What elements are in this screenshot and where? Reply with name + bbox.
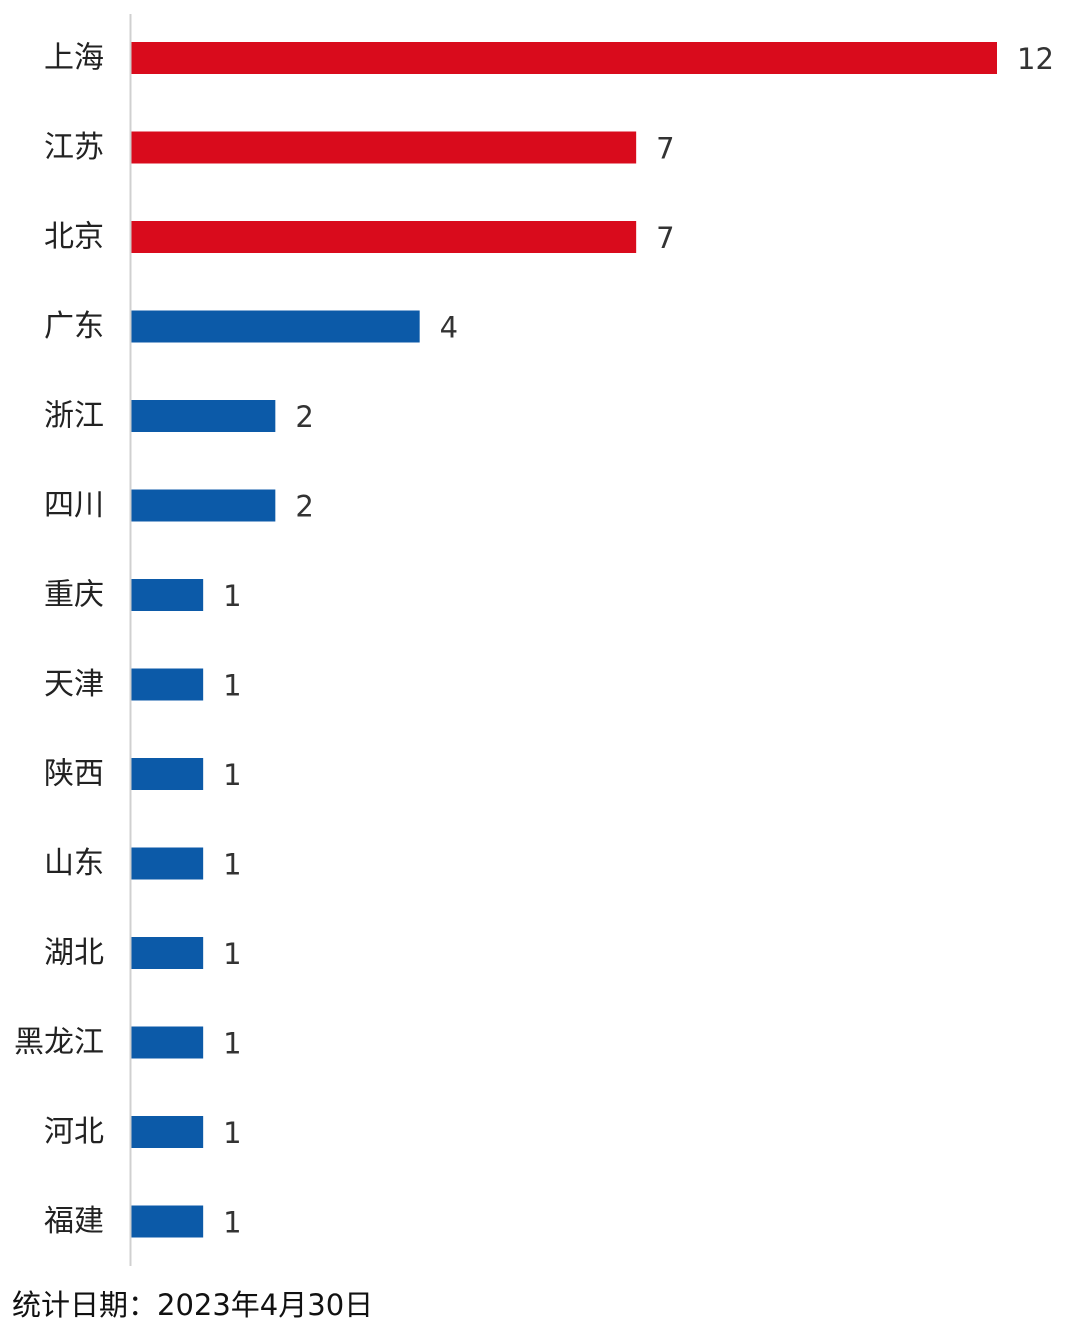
- category-label: 重庆: [44, 578, 104, 613]
- category-label: 上海: [44, 41, 104, 76]
- bar-6: [131, 489, 276, 522]
- category-label: 福建: [44, 1204, 104, 1239]
- bar-5: [131, 400, 276, 432]
- value-label: 2: [295, 490, 313, 524]
- category-label: 山东: [44, 846, 104, 881]
- category-label: 浙江: [44, 399, 104, 434]
- bar-7: [131, 579, 204, 611]
- value-label: 1: [223, 1027, 241, 1061]
- value-label: 7: [656, 221, 674, 255]
- value-label: 1: [223, 758, 241, 792]
- bar-14: [131, 1205, 204, 1238]
- value-label: 1: [223, 848, 241, 882]
- bar-2: [131, 131, 637, 164]
- category-label: 天津: [44, 667, 104, 702]
- value-label: 1: [223, 669, 241, 703]
- labels-layer: 上海 12 江苏 7 北京 7 广东 4 浙江 2 四川 2 重庆 1 天津 1 陕西 1 山东 1 湖北 1 黑龙江 1 河北…: [14, 41, 1054, 1240]
- bar-13: [131, 1116, 204, 1148]
- bar-9: [131, 758, 204, 790]
- value-label: 12: [1017, 42, 1054, 76]
- value-label: 4: [440, 311, 458, 345]
- value-label: 1: [223, 579, 241, 613]
- bar-11: [131, 937, 204, 969]
- bar-3: [131, 221, 637, 253]
- category-label: 湖北: [44, 936, 104, 971]
- bar-12: [131, 1026, 204, 1059]
- bars-layer: [131, 42, 997, 1238]
- bar-8: [131, 668, 204, 701]
- value-label: 1: [223, 1206, 241, 1240]
- category-label: 陕西: [44, 757, 104, 792]
- category-label: 河北: [44, 1115, 104, 1150]
- value-label: 1: [223, 937, 241, 971]
- value-label: 1: [223, 1116, 241, 1150]
- value-label: 2: [295, 400, 313, 434]
- category-label: 江苏: [44, 130, 104, 165]
- bar-chart: 上海 12 江苏 7 北京 7 广东 4 浙江 2 四川 2 重庆 1 天津 1 陕西 1 山东 1 湖北 1 黑龙江 1 河北…: [14, 14, 1054, 1266]
- value-label: 7: [656, 132, 674, 166]
- bar-4: [131, 310, 420, 343]
- footnote-date: 统计日期：2023年4月30日: [12, 1288, 374, 1322]
- category-label: 黑龙江: [14, 1025, 104, 1060]
- bar-1: [131, 42, 997, 74]
- bar-10: [131, 847, 204, 880]
- category-label: 广东: [44, 309, 104, 344]
- category-label: 四川: [44, 488, 104, 523]
- category-label: 北京: [44, 220, 104, 255]
